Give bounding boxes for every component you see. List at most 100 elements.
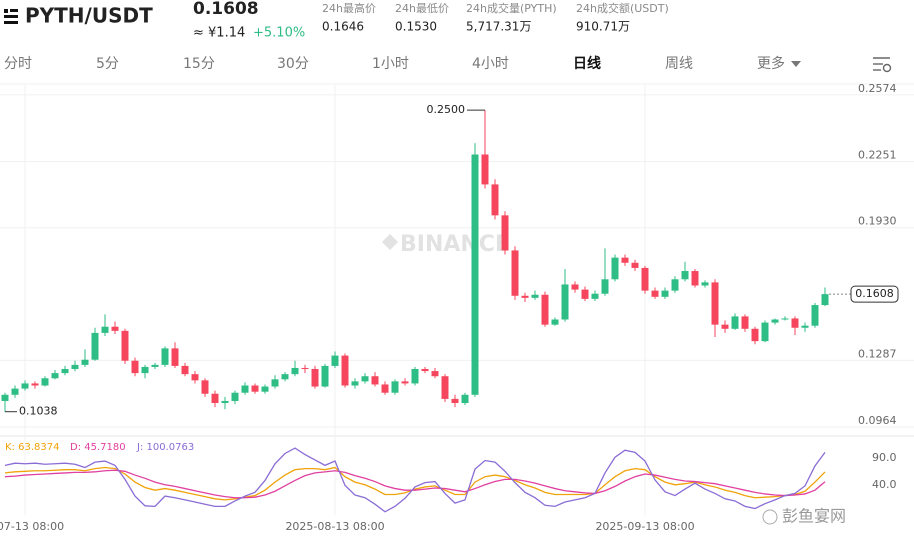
- credit: 彭鱼宴网: [782, 507, 846, 526]
- candle-body: [441, 376, 449, 399]
- candle-body: [371, 376, 379, 385]
- y-tick-label: 40.0: [872, 478, 897, 491]
- y-tick-label: 90.0: [872, 451, 897, 464]
- dropdown-arrow: [791, 61, 801, 67]
- candle-body: [721, 324, 729, 329]
- tab[interactable]: 更多: [757, 55, 785, 72]
- candle-body: [451, 398, 459, 404]
- candle-body: [521, 295, 529, 298]
- candle-body: [331, 355, 339, 366]
- candle-body: [201, 380, 209, 394]
- tab[interactable]: 15分: [183, 56, 215, 72]
- candle-body: [241, 385, 249, 393]
- tab[interactable]: 5分: [96, 56, 119, 72]
- candle-body: [341, 355, 349, 386]
- watermark-logo: [382, 234, 398, 250]
- candle-body: [591, 293, 599, 299]
- candle-body: [151, 364, 159, 367]
- candle-body: [361, 376, 369, 382]
- candle-body: [621, 257, 629, 263]
- cny-price: ≈ ¥1.14: [193, 26, 245, 41]
- stat-label: 24h最低价: [395, 2, 449, 15]
- logo-part: [382, 234, 398, 250]
- icon-part: [4, 15, 18, 18]
- credit-icon: [762, 509, 778, 525]
- candle-body: [431, 371, 439, 377]
- candle-body: [281, 374, 289, 380]
- candle-body: [51, 373, 59, 379]
- high-marker-label: 0.2500: [427, 103, 466, 116]
- stat-label: 24h成交额(USDT): [576, 1, 669, 15]
- candle-body: [121, 330, 129, 361]
- candle-body: [61, 369, 69, 374]
- tab[interactable]: 周线: [665, 56, 693, 72]
- tab[interactable]: 4小时: [472, 56, 509, 72]
- x-tick-label: 2025-09-13 08:00: [595, 520, 694, 533]
- candle-body: [31, 383, 39, 386]
- candle-body: [101, 326, 109, 333]
- candle-body: [91, 332, 99, 360]
- candle-body: [701, 282, 709, 286]
- x-tick-label: 2025-08-13 08:00: [285, 520, 384, 533]
- candle-body: [491, 184, 499, 216]
- icon-part: [4, 9, 8, 13]
- candle-body: [611, 257, 619, 280]
- candle-body: [191, 374, 199, 381]
- candle-body: [41, 378, 49, 386]
- candle-body: [171, 348, 179, 366]
- icon-part: [882, 63, 892, 73]
- settings-icon[interactable]: [873, 57, 892, 73]
- kdj-line: [4, 466, 826, 501]
- stat-value: 5,717.31万: [466, 20, 531, 34]
- candle-body: [501, 215, 509, 251]
- candle-body: [81, 359, 89, 365]
- candle-body: [601, 279, 609, 294]
- candle-body: [161, 348, 169, 365]
- change: +5.10%: [253, 26, 305, 41]
- stat-label: 24h成交量(PYTH): [466, 1, 557, 15]
- legend-label: D: 45.7180: [70, 442, 126, 453]
- tab[interactable]: 30分: [277, 56, 309, 72]
- candle-body: [631, 262, 639, 268]
- tab[interactable]: 1小时: [372, 56, 409, 72]
- candle-body: [771, 319, 779, 323]
- candle-body: [461, 394, 469, 404]
- candle-body: [481, 154, 489, 185]
- candle-body: [531, 294, 539, 298]
- candle-body: [731, 316, 739, 329]
- candle-body: [111, 326, 119, 331]
- candle-body: [651, 290, 659, 297]
- menu-icon[interactable]: [4, 9, 18, 24]
- candle-body: [411, 369, 419, 384]
- candle-body: [561, 284, 569, 320]
- candle-body: [581, 289, 589, 299]
- candle-body: [541, 294, 549, 325]
- candle-body: [551, 319, 559, 325]
- pair[interactable]: PYTH/USDT: [25, 4, 153, 28]
- candle-body: [781, 318, 789, 320]
- kdj-line: [4, 447, 826, 513]
- legend-label: K: 63.8374: [5, 442, 59, 453]
- candle-body: [311, 369, 319, 387]
- candle-body: [261, 386, 269, 392]
- candle-body: [571, 284, 579, 290]
- last-price-label: 0.1608: [855, 287, 894, 300]
- icon-part: [4, 21, 18, 24]
- stat-value: 0.1646: [322, 20, 364, 34]
- candle-body: [301, 367, 309, 370]
- tab-active[interactable]: 日线: [573, 55, 601, 72]
- y-tick-label: 0.2574: [858, 82, 897, 95]
- last-price: 0.1608: [193, 0, 259, 19]
- candle-body: [511, 250, 519, 296]
- y-tick-label: 0.0964: [858, 414, 897, 427]
- tab[interactable]: 分时: [4, 56, 32, 72]
- candle-body: [11, 388, 19, 395]
- candle-body: [291, 367, 299, 375]
- candle-body: [821, 294, 829, 306]
- candle-body: [761, 322, 769, 342]
- candle-body: [131, 360, 139, 374]
- candle-body: [751, 328, 759, 342]
